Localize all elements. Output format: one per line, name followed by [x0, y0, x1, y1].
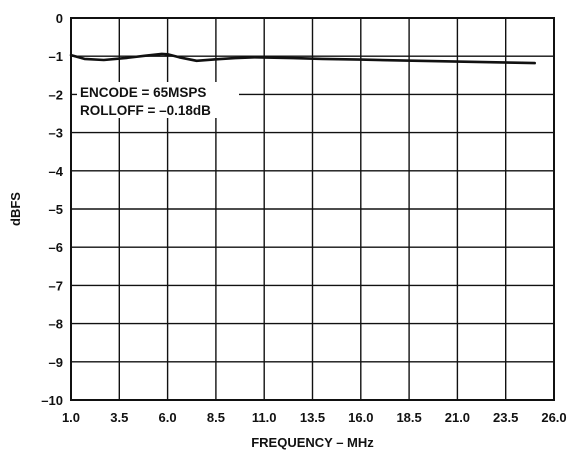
y-tick-label: –9 [49, 355, 63, 370]
x-axis-title: FREQUENCY – MHz [251, 435, 374, 450]
y-tick-label: –3 [49, 126, 63, 141]
annotation-encode: ENCODE = 65MSPS [80, 85, 206, 100]
x-tick-label: 21.0 [445, 410, 470, 425]
x-tick-label: 23.5 [493, 410, 518, 425]
y-tick-label: –6 [49, 240, 63, 255]
x-tick-label: 1.0 [62, 410, 80, 425]
x-axis-tick-labels: 1.0 3.5 6.0 8.5 11.0 13.5 16.0 18.5 21.0 23.5 26.0 [62, 410, 567, 425]
x-tick-label: 11.0 [252, 410, 277, 425]
y-tick-label: –1 [49, 49, 63, 64]
y-tick-label: –5 [49, 202, 63, 217]
y-tick-label: –10 [41, 393, 63, 408]
y-tick-label: –2 [49, 87, 63, 102]
y-tick-label: 0 [56, 11, 63, 26]
series-layer [69, 52, 537, 65]
x-tick-label: 26.0 [541, 410, 566, 425]
x-tick-label: 6.0 [159, 410, 177, 425]
y-tick-label: –7 [49, 278, 63, 293]
x-tick-label: 3.5 [110, 410, 128, 425]
x-tick-label: 8.5 [207, 410, 225, 425]
y-axis-title: dBFS [8, 192, 23, 226]
plot-frame [70, 17, 555, 401]
series-line [69, 52, 537, 65]
x-tick-label: 18.5 [396, 410, 421, 425]
y-tick-label: –8 [49, 317, 63, 332]
y-tick-label: –4 [49, 164, 64, 179]
grid [71, 18, 554, 400]
x-tick-label: 16.0 [348, 410, 373, 425]
annotation-box [77, 82, 239, 118]
y-axis-tick-labels: 0 –1 –2 –3 –4 –5 –6 –7 –8 –9 –10 [41, 11, 63, 408]
annotation-rolloff: ROLLOFF = –0.18dB [80, 103, 211, 118]
x-tick-label: 13.5 [300, 410, 325, 425]
